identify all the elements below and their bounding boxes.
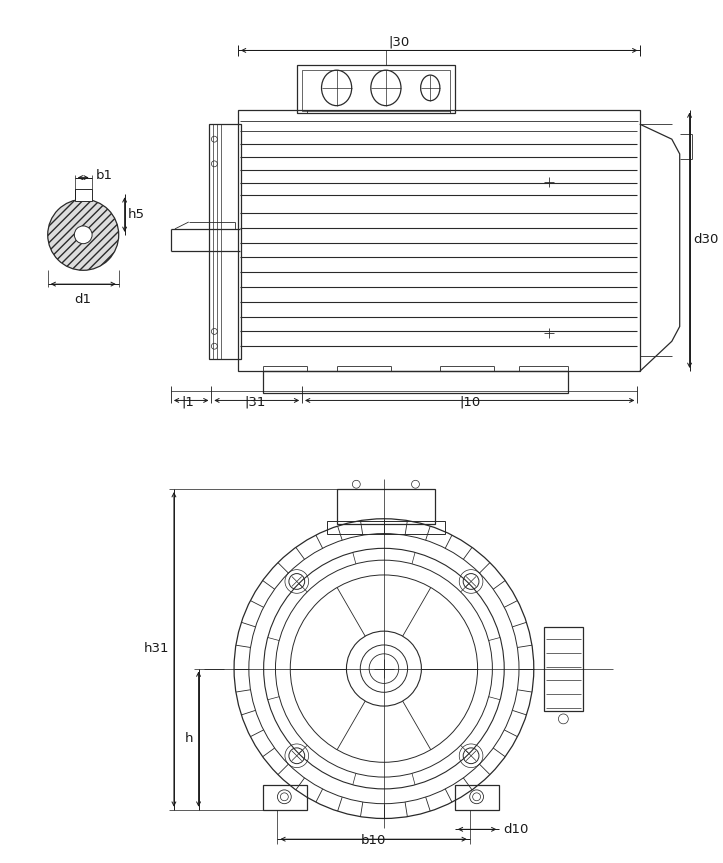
Bar <box>544 627 583 711</box>
Text: d30: d30 <box>693 233 719 246</box>
Text: h: h <box>185 732 194 745</box>
Bar <box>327 520 445 533</box>
Text: |30: |30 <box>389 35 410 48</box>
Text: |1: |1 <box>181 395 194 408</box>
Text: d10: d10 <box>503 822 529 836</box>
Bar <box>210 124 241 359</box>
Bar <box>337 489 435 524</box>
Bar <box>262 371 568 393</box>
Text: b1: b1 <box>95 169 113 182</box>
Bar <box>262 785 307 809</box>
Text: |10: |10 <box>459 395 480 408</box>
Circle shape <box>74 226 92 243</box>
Bar <box>297 66 455 112</box>
Bar <box>75 190 92 201</box>
Text: d1: d1 <box>74 293 92 306</box>
Text: b10: b10 <box>360 834 386 847</box>
Bar <box>238 110 641 371</box>
Circle shape <box>48 199 119 270</box>
Bar <box>302 70 450 110</box>
Text: |31: |31 <box>244 395 265 408</box>
Text: h5: h5 <box>127 208 145 221</box>
Text: h31: h31 <box>143 642 169 655</box>
Bar <box>455 785 500 809</box>
